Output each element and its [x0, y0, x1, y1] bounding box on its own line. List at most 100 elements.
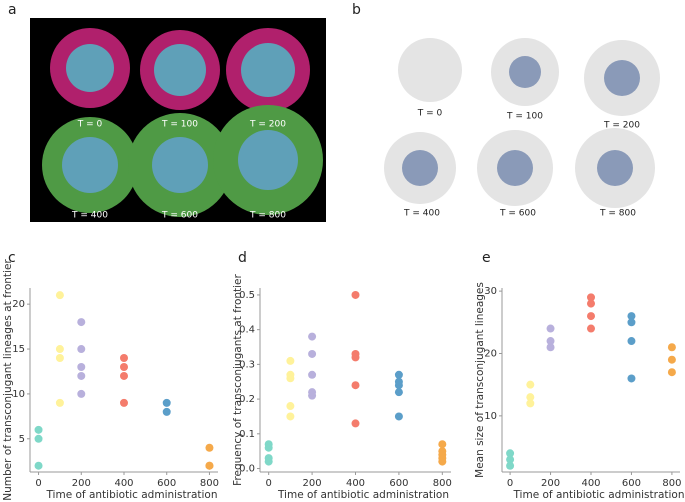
- point: [526, 399, 535, 408]
- x-tick-label: 400: [114, 478, 133, 489]
- x-tick-label: 800: [200, 478, 219, 489]
- point: [77, 345, 86, 354]
- point: [162, 407, 171, 416]
- y-tick-label: 20: [12, 299, 25, 310]
- point: [205, 461, 214, 470]
- point: [77, 318, 86, 327]
- point: [394, 381, 403, 390]
- point: [667, 343, 676, 352]
- x-tick-label: 200: [303, 478, 322, 489]
- point: [120, 371, 128, 380]
- point: [546, 343, 555, 352]
- y-tick-label: 10: [484, 411, 497, 422]
- panel-label: d: [238, 250, 247, 266]
- y-tick-label: 20: [484, 348, 497, 359]
- point: [286, 412, 295, 421]
- point: [351, 353, 360, 362]
- point: [351, 419, 360, 428]
- y-tick-label: 0.3: [239, 359, 255, 370]
- image-caption: T = 0: [417, 109, 443, 119]
- point: [546, 324, 555, 333]
- x-tick-label: 800: [662, 478, 681, 489]
- panel-label: b: [352, 2, 361, 18]
- point: [438, 457, 447, 466]
- point: [308, 370, 317, 379]
- y-tick-label: 5: [19, 434, 25, 445]
- point: [77, 371, 86, 380]
- lineage-images: [384, 38, 660, 208]
- x-tick-label: 600: [622, 478, 641, 489]
- y-tick-label: 0.5: [239, 290, 255, 301]
- point: [506, 455, 515, 464]
- y-tick-label: 30: [484, 286, 497, 297]
- y-tick-label: 0.2: [239, 394, 255, 405]
- point: [264, 457, 273, 466]
- x-tick-label: 400: [346, 478, 365, 489]
- y-tick-label: 10: [12, 389, 25, 400]
- point: [120, 354, 128, 363]
- point: [286, 374, 295, 383]
- point: [308, 332, 317, 341]
- point: [438, 440, 447, 449]
- point: [587, 293, 595, 302]
- image-caption: T = 600: [499, 209, 536, 219]
- image-caption: T = 400: [403, 209, 440, 219]
- point: [34, 434, 43, 443]
- point: [162, 398, 171, 407]
- image-caption: T = 800: [599, 209, 636, 219]
- point: [120, 362, 128, 371]
- x-tick-label: 0: [265, 478, 271, 489]
- point: [526, 393, 535, 402]
- x-tick-label: 600: [157, 478, 176, 489]
- y-tick-label: 15: [12, 344, 25, 355]
- point: [55, 345, 64, 354]
- point: [667, 355, 676, 364]
- y-tick-label: 0.1: [239, 429, 255, 440]
- point: [506, 461, 515, 470]
- point: [587, 312, 595, 321]
- y-axis-title: Frequency of transconjugants at frontier: [232, 273, 244, 485]
- x-axis-title: Time of antibiotic administration: [277, 489, 449, 501]
- point: [506, 449, 515, 458]
- point: [546, 337, 555, 346]
- point: [627, 312, 636, 321]
- point: [34, 461, 43, 470]
- point: [308, 391, 317, 400]
- point: [394, 412, 403, 421]
- y-tick-label: 0.4: [239, 325, 255, 336]
- x-axis-title: Time of antibiotic administration: [512, 489, 684, 501]
- point: [205, 443, 214, 452]
- point: [587, 299, 595, 308]
- point: [351, 381, 360, 390]
- y-axis-title: Number of transconjugant lineages at fro…: [2, 259, 14, 501]
- image-caption: T = 200: [603, 121, 640, 131]
- image-caption: T = 800: [249, 211, 286, 221]
- point: [264, 443, 273, 452]
- point: [55, 291, 64, 300]
- image-caption: T = 100: [161, 120, 198, 130]
- point: [667, 368, 676, 377]
- point: [286, 402, 295, 411]
- image-caption: T = 400: [71, 211, 108, 221]
- point: [394, 370, 403, 379]
- image-caption: T = 0: [77, 120, 103, 130]
- point: [627, 374, 636, 383]
- x-tick-label: 200: [72, 478, 91, 489]
- image-caption: T = 100: [506, 112, 543, 122]
- x-tick-label: 200: [541, 478, 560, 489]
- point: [55, 398, 64, 407]
- point: [351, 290, 360, 299]
- point: [34, 425, 43, 434]
- x-tick-label: 0: [507, 478, 513, 489]
- image-caption: T = 600: [161, 211, 198, 221]
- x-tick-label: 0: [35, 478, 41, 489]
- panel-label: a: [8, 2, 17, 18]
- point: [526, 380, 535, 389]
- point: [627, 318, 636, 327]
- point: [77, 389, 86, 398]
- panel-label: c: [8, 250, 16, 266]
- point: [120, 398, 128, 407]
- y-axis-title: Mean size of transconjugant lineages: [474, 282, 486, 478]
- point: [308, 349, 317, 358]
